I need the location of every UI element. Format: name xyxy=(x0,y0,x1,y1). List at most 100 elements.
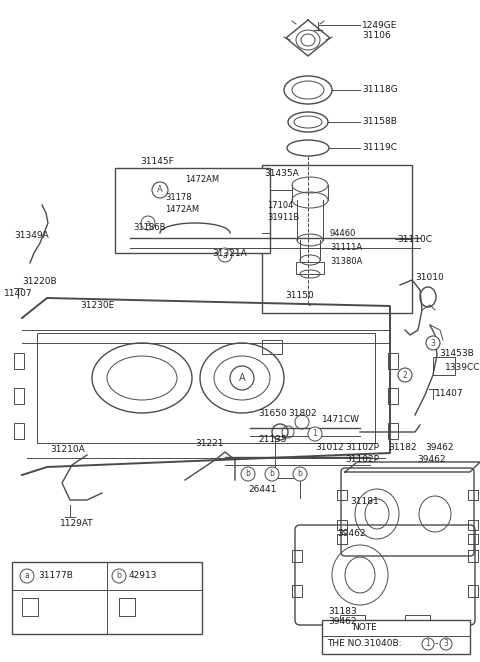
Text: b: b xyxy=(117,571,121,581)
Circle shape xyxy=(20,569,34,583)
Text: b: b xyxy=(270,469,275,479)
Bar xyxy=(14,353,24,369)
Text: 31106: 31106 xyxy=(362,30,391,40)
Text: 31186B: 31186B xyxy=(133,224,166,232)
Text: 39462: 39462 xyxy=(425,442,454,451)
Bar xyxy=(468,534,478,544)
Text: 3: 3 xyxy=(444,639,448,649)
Bar xyxy=(292,550,302,562)
Bar xyxy=(340,615,365,625)
Circle shape xyxy=(152,182,168,198)
Text: 1339CC: 1339CC xyxy=(445,363,480,373)
Bar xyxy=(388,423,398,439)
Text: a: a xyxy=(24,571,29,581)
Bar xyxy=(337,534,347,544)
Bar xyxy=(262,340,282,354)
Text: 39462: 39462 xyxy=(328,618,357,626)
Bar xyxy=(388,388,398,404)
Text: A: A xyxy=(239,373,245,383)
Circle shape xyxy=(265,467,279,481)
Text: 31012: 31012 xyxy=(315,442,344,451)
Text: 11407: 11407 xyxy=(435,389,464,397)
Circle shape xyxy=(230,366,254,390)
Text: 31220B: 31220B xyxy=(22,277,57,287)
Text: a: a xyxy=(223,250,228,260)
Bar xyxy=(37,333,375,443)
Text: -: - xyxy=(435,639,438,649)
Text: 1472AM: 1472AM xyxy=(165,205,199,214)
Circle shape xyxy=(241,467,255,481)
Text: 39462: 39462 xyxy=(337,530,365,538)
Bar xyxy=(322,620,470,654)
Circle shape xyxy=(293,467,307,481)
Text: 31435A: 31435A xyxy=(264,169,299,177)
Text: b: b xyxy=(298,469,302,479)
Bar xyxy=(468,520,478,530)
Circle shape xyxy=(218,248,232,262)
Text: 31119C: 31119C xyxy=(362,144,397,152)
Text: 11407: 11407 xyxy=(4,289,33,297)
Bar xyxy=(262,165,412,313)
Text: 31349A: 31349A xyxy=(14,230,49,240)
Text: 31010: 31010 xyxy=(415,273,444,281)
Text: a: a xyxy=(145,218,150,228)
Bar xyxy=(14,388,24,404)
Text: 39462: 39462 xyxy=(417,455,445,465)
Text: 1472AM: 1472AM xyxy=(185,175,219,185)
Text: 31111A: 31111A xyxy=(330,242,362,252)
Text: 94460: 94460 xyxy=(330,228,356,238)
Text: 1: 1 xyxy=(426,639,431,649)
Text: 17104: 17104 xyxy=(267,201,293,209)
Text: 31118G: 31118G xyxy=(362,85,398,95)
Bar xyxy=(337,490,347,500)
Circle shape xyxy=(398,368,412,382)
Bar xyxy=(337,520,347,530)
Text: 31110C: 31110C xyxy=(397,234,432,244)
Circle shape xyxy=(141,216,155,230)
Text: 31145F: 31145F xyxy=(140,158,174,167)
Text: 31183: 31183 xyxy=(328,608,357,616)
Bar xyxy=(433,357,455,375)
Text: 26441: 26441 xyxy=(248,485,276,495)
Bar xyxy=(405,615,430,625)
Bar xyxy=(388,353,398,369)
Text: THE NO.31040B:: THE NO.31040B: xyxy=(327,639,401,649)
Bar xyxy=(292,585,302,597)
Text: 2: 2 xyxy=(403,371,408,379)
Bar xyxy=(14,423,24,439)
Text: 31380A: 31380A xyxy=(330,256,362,265)
Text: A: A xyxy=(157,185,163,195)
Text: b: b xyxy=(246,469,251,479)
Bar xyxy=(468,585,478,597)
Circle shape xyxy=(422,638,434,650)
Text: 31181: 31181 xyxy=(350,498,379,506)
Text: 42913: 42913 xyxy=(129,571,157,581)
Text: 31102P: 31102P xyxy=(345,442,379,451)
Circle shape xyxy=(308,427,322,441)
Text: 31210A: 31210A xyxy=(50,444,85,453)
Text: 21135: 21135 xyxy=(258,436,287,444)
Text: 31230E: 31230E xyxy=(80,301,114,310)
Circle shape xyxy=(440,638,452,650)
Text: 31177B: 31177B xyxy=(38,571,73,581)
Text: 31158B: 31158B xyxy=(362,117,397,126)
Text: 1129AT: 1129AT xyxy=(60,518,94,528)
Circle shape xyxy=(426,336,440,350)
Text: 31221: 31221 xyxy=(195,440,224,448)
Text: 31802: 31802 xyxy=(288,408,317,418)
Text: 3: 3 xyxy=(431,338,435,348)
Text: 31321A: 31321A xyxy=(212,248,247,258)
Text: 1: 1 xyxy=(312,430,317,438)
Text: 31102P: 31102P xyxy=(345,455,379,465)
Text: 1249GE: 1249GE xyxy=(362,21,397,30)
Text: 31178: 31178 xyxy=(165,193,192,203)
Bar xyxy=(12,562,202,634)
Bar xyxy=(468,550,478,562)
Bar xyxy=(296,262,324,274)
Text: 1471CW: 1471CW xyxy=(322,416,360,424)
Text: 31150: 31150 xyxy=(285,291,314,299)
Circle shape xyxy=(112,569,126,583)
Text: NOTE: NOTE xyxy=(352,624,377,632)
Text: 31911B: 31911B xyxy=(267,213,299,222)
Bar xyxy=(468,490,478,500)
